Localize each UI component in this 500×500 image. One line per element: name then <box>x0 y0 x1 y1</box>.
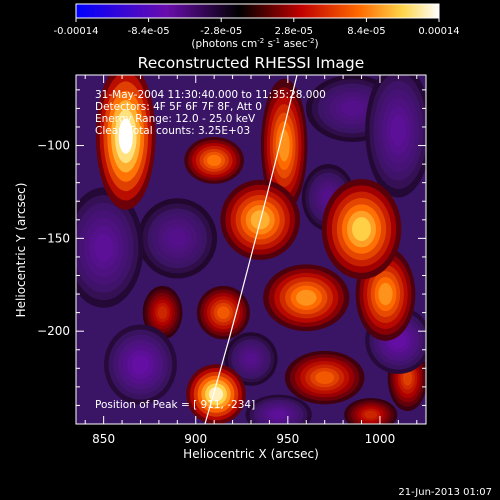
emission-blob <box>321 178 402 280</box>
emission-blob <box>260 78 308 213</box>
y-tick-label: −200 <box>37 324 70 338</box>
solar-limb-curve <box>204 75 298 424</box>
colorbar <box>75 3 440 19</box>
footer-date: 21-Jun-2013 01:07 <box>398 487 492 498</box>
x-tick-label: 950 <box>276 432 299 446</box>
x-axis-label: Heliocentric X (arcsec) <box>183 447 319 461</box>
x-tick-label: 900 <box>184 432 207 446</box>
chart-title: Reconstructed RHESSI Image <box>138 54 365 72</box>
axis-ticks: 850 900 950 1000 −100 −150 −200 <box>37 75 426 446</box>
emission-blob <box>186 364 246 424</box>
colorbar-unit: (photons cm-2 s-1 asec-2) <box>191 37 318 50</box>
colorbar-tick-label: -0.00014 <box>54 26 99 37</box>
negative-blob <box>224 332 278 386</box>
colorbar-tick-label: 8.4e-05 <box>347 26 385 37</box>
y-tick-label: −100 <box>37 139 70 153</box>
emission-blob <box>263 264 350 332</box>
emission-blob <box>142 285 183 340</box>
heatmap-blobs <box>76 75 426 424</box>
colorbar-tick-label: 2.8e-05 <box>275 26 313 37</box>
x-tick-label: 850 <box>92 432 115 446</box>
annotation-detectors: Detectors: 4F 5F 6F 7F 8F, Att 0 <box>95 101 262 113</box>
y-tick-label: −150 <box>37 231 70 245</box>
negative-blob <box>245 394 312 424</box>
emission-blob <box>355 247 416 341</box>
annotation-energy: Energy Range: 12.0 - 25.0 keV <box>95 113 256 125</box>
emission-blob <box>196 285 250 340</box>
negative-blob <box>76 187 144 308</box>
colorbar-ticks: -0.00014 -8.4e-05 -2.8e-05 2.8e-05 8.4e-05 0.… <box>54 18 460 37</box>
annotation-clean: Clean Total counts: 3.25E+03 <box>95 125 250 137</box>
emission-blob <box>284 350 365 405</box>
negative-blob <box>137 198 218 279</box>
y-axis-label: Heliocentric Y (arcsec) <box>14 183 28 318</box>
colorbar-tick-label: -2.8e-05 <box>200 26 242 37</box>
colorbar-tick-label: 0.00014 <box>418 26 459 37</box>
emission-blob <box>95 75 156 210</box>
x-tick-label: 1000 <box>365 432 396 446</box>
annotation-peak: Position of Peak = [ 911, -234] <box>95 399 255 411</box>
emission-blob <box>344 398 398 424</box>
annotations: 31-May-2004 11:30:40.000 to 11:35:28.000… <box>95 89 326 411</box>
negative-blob <box>365 75 426 198</box>
colorbar-tick-label: -8.4e-05 <box>128 26 170 37</box>
annotation-time: 31-May-2004 11:30:40.000 to 11:35:28.000 <box>95 89 326 101</box>
negative-blob <box>104 324 177 405</box>
emission-blob <box>184 137 244 184</box>
